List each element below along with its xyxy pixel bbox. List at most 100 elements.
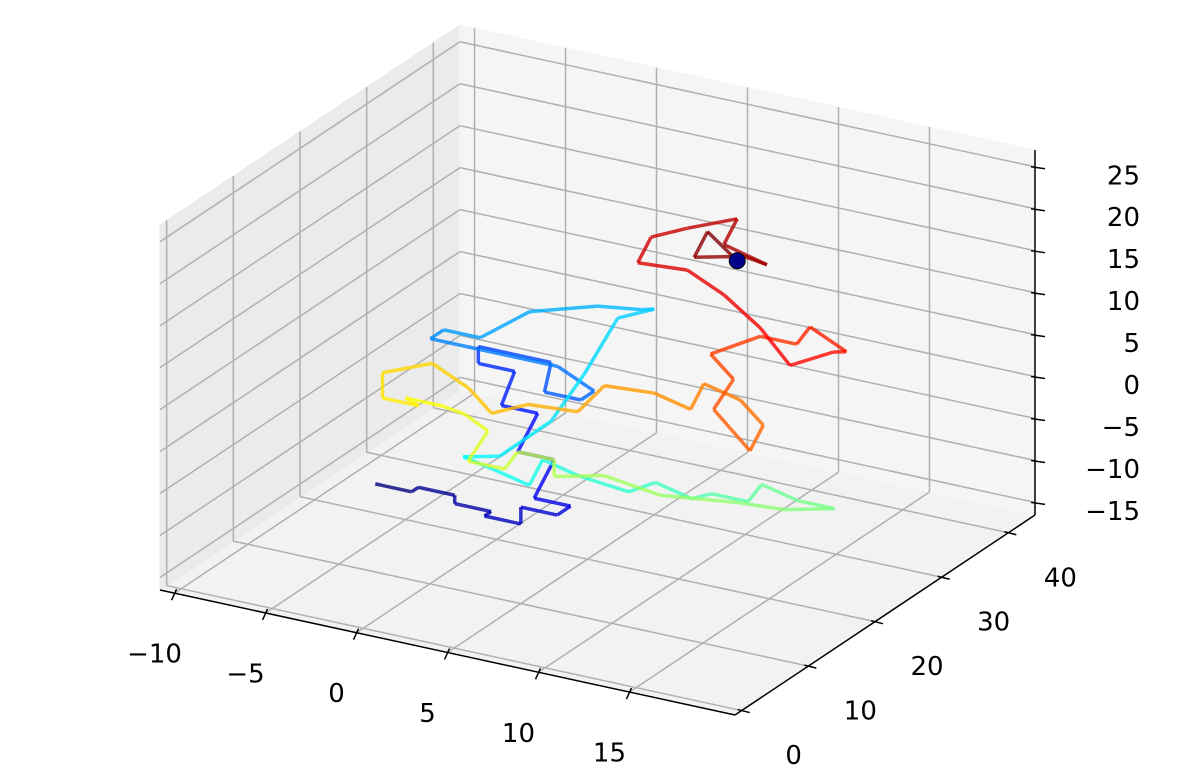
grid-line (159, 167, 461, 369)
walk-segment (578, 474, 630, 494)
walk-segment (484, 514, 522, 526)
walk-segment (549, 372, 586, 423)
grid-line (159, 250, 461, 453)
walk-segment (760, 482, 799, 503)
walk-segment (517, 450, 555, 462)
tick-mark (1030, 501, 1046, 506)
walk-segment (686, 268, 725, 297)
grid-line (159, 83, 461, 285)
grid-line (629, 491, 930, 693)
tick-mark (625, 687, 633, 700)
tick-mark (1030, 291, 1046, 296)
grid-line (459, 334, 1036, 462)
tick-mark (1030, 417, 1046, 422)
grid-line (538, 471, 839, 673)
walk-segment (617, 307, 655, 320)
grid-line (366, 451, 942, 578)
walk-segment (542, 362, 553, 393)
end-marker (728, 252, 746, 270)
tick-mark (870, 619, 884, 625)
grid-line (159, 125, 461, 327)
walk-segment (491, 402, 529, 415)
walk-segment (492, 467, 531, 487)
walk-segment (603, 473, 661, 497)
walk-segment (382, 396, 420, 408)
walk-segment (527, 458, 545, 487)
walk-segment (746, 483, 763, 503)
walk-segment (463, 412, 490, 433)
walk-segment (709, 334, 761, 356)
grid-line (459, 124, 1036, 252)
walk-segment (410, 485, 420, 494)
walk-segment (703, 382, 742, 402)
walk-segment (687, 217, 738, 230)
tick-mark (804, 664, 817, 669)
walk-segment (576, 384, 606, 414)
walk-segment (467, 459, 505, 471)
z-tick-label: 5 (1123, 329, 1140, 359)
walk-segment (554, 473, 604, 479)
tick-mark (1030, 207, 1046, 212)
walk-segment (527, 402, 579, 414)
grid-line (447, 451, 748, 654)
walk-segment (441, 404, 466, 416)
y-tick-label: 30 (977, 608, 1010, 638)
tick-mark (737, 708, 750, 714)
grid-line (159, 376, 461, 579)
walk-segment (650, 226, 688, 239)
walk-segment (429, 328, 445, 341)
grid-line (356, 432, 657, 634)
x-tick-label: −5 (226, 659, 264, 689)
walk-segment (556, 504, 572, 517)
grid-line (459, 166, 1036, 294)
walk-segment (582, 317, 620, 375)
walk-segment (466, 430, 490, 463)
walk-segment (529, 304, 598, 314)
walk-segment (734, 500, 785, 512)
walk-segment (467, 386, 493, 415)
x-tick-label: 15 (593, 739, 626, 769)
walk-segment (541, 458, 580, 478)
x-tick-label: 5 (419, 699, 436, 729)
walk-segment (382, 361, 433, 375)
y-tick-label: 40 (1044, 563, 1077, 593)
grid-line (459, 376, 1036, 504)
z-tick-label: −5 (1102, 413, 1140, 443)
walk-segment (520, 505, 558, 517)
walk-segment (711, 492, 749, 504)
walk-segment (499, 370, 517, 407)
walk-segment (556, 364, 596, 393)
walk-segment (722, 293, 762, 330)
walk-segment (743, 254, 768, 267)
tick-mark (261, 608, 269, 621)
walk-segment (479, 310, 531, 340)
tick-mark (1030, 166, 1046, 170)
walk-segment (477, 361, 516, 374)
walk-segment (789, 350, 834, 368)
walk-segment (809, 325, 848, 354)
walk-segment (604, 383, 655, 395)
walk-segment (532, 458, 556, 500)
z-tick-label: −10 (1085, 455, 1140, 485)
walk-segment (738, 398, 765, 427)
walk-segment (597, 304, 641, 312)
walk-segment (748, 424, 765, 452)
walk-segment (709, 352, 735, 381)
walk-segment (689, 382, 706, 411)
walk-segment (417, 485, 456, 497)
grid-line (174, 392, 475, 594)
y-tick-label: 20 (910, 652, 943, 682)
walk-segment (795, 325, 812, 346)
tick-mark (1030, 249, 1046, 254)
grid-line (459, 41, 1036, 168)
walk-segment (712, 378, 736, 411)
z-tick-label: 0 (1123, 371, 1140, 401)
tick-mark (170, 588, 178, 601)
grid-line (166, 584, 742, 712)
x-tick-label: 0 (328, 679, 345, 709)
tick-mark (937, 575, 950, 580)
z-tick-label: 20 (1107, 203, 1140, 233)
grid-line (459, 208, 1036, 336)
walk-segment (498, 419, 553, 458)
grid-line (159, 208, 461, 411)
